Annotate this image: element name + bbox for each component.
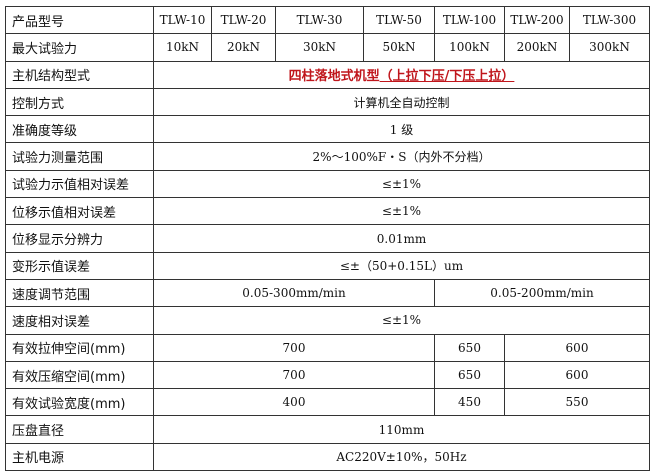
row-value: 700 (153, 360, 435, 390)
spec-table: 产品型号 TLW-10 TLW-20 TLW-30 TLW-50 TLW-100 TLW-2… (5, 5, 650, 472)
table-row: 准确度等级 1 级 (5, 115, 650, 144)
row-value: 600 (504, 333, 650, 362)
table-row-structure: 主机结构型式 四柱落地式机型（上拉下压/下压上拉） (5, 60, 650, 89)
row-value: 650 (434, 333, 505, 362)
row-label: 准确度等级 (5, 115, 154, 144)
table-row-max-force: 最大试验力 10kN 20kN 30kN 50kN 100kN 200kN 300kN (5, 33, 650, 62)
row-label: 压盘直径 (5, 415, 154, 444)
max-force-value: 10kN (153, 33, 212, 62)
speed-range-value: 0.05-200mm/min (434, 278, 650, 308)
row-value: 110mm (153, 415, 650, 444)
model-name: TLW-200 (504, 5, 570, 35)
row-label: 速度调节范围 (5, 278, 154, 308)
table-row-speed-range: 速度调节范围 0.05-300mm/min 0.05-200mm/min (5, 278, 650, 308)
table-row: 有效拉伸空间(mm) 700 650 600 (5, 333, 650, 362)
row-label: 主机结构型式 (5, 60, 154, 89)
row-label: 位移显示分辨力 (5, 224, 154, 253)
row-value: 650 (434, 360, 505, 390)
row-value: ≤±（50+0.15L）um (153, 251, 650, 280)
row-value: 450 (434, 388, 505, 417)
speed-range-value: 0.05-300mm/min (153, 278, 435, 308)
row-value: 700 (153, 333, 435, 362)
row-value: ≤±1% (153, 306, 650, 335)
max-force-value: 100kN (434, 33, 505, 62)
row-label: 主机电源 (5, 442, 154, 472)
row-label: 控制方式 (5, 87, 154, 117)
structure-value: 四柱落地式机型（上拉下压/下压上拉） (153, 60, 650, 89)
model-name: TLW-100 (434, 5, 505, 35)
table-row: 位移显示分辨力 0.01mm (5, 224, 650, 253)
table-row: 变形示值误差 ≤±（50+0.15L）um (5, 251, 650, 280)
row-value: 计算机全自动控制 (153, 87, 650, 117)
model-name: TLW-50 (363, 5, 435, 35)
row-label: 最大试验力 (5, 33, 154, 62)
max-force-value: 50kN (363, 33, 435, 62)
table-row: 控制方式 计算机全自动控制 (5, 87, 650, 117)
row-value: 600 (504, 360, 650, 390)
row-value: 550 (504, 388, 650, 417)
max-force-value: 300kN (569, 33, 650, 62)
row-value: 1 级 (153, 115, 650, 144)
model-name: TLW-10 (153, 5, 212, 35)
table-row-speed-error: 速度相对误差 ≤±1% (5, 306, 650, 335)
row-label: 试验力示值相对误差 (5, 169, 154, 199)
table-row: 有效试验宽度(mm) 400 450 550 (5, 388, 650, 417)
max-force-value: 200kN (504, 33, 570, 62)
row-value: AC220V±10%，50Hz (153, 442, 650, 472)
row-label: 速度相对误差 (5, 306, 154, 335)
model-name: TLW-300 (569, 5, 650, 35)
table-row: 压盘直径 110mm (5, 415, 650, 444)
table-row: 主机电源 AC220V±10%，50Hz (5, 442, 650, 472)
row-value: 2%～100%F・S（内外不分档） (153, 142, 650, 171)
row-value: ≤±1% (153, 197, 650, 226)
structure-main: 四柱落地式机型 (288, 69, 380, 85)
table-row: 试验力示值相对误差 ≤±1% (5, 169, 650, 199)
row-value: ≤±1% (153, 169, 650, 199)
table-row: 有效压缩空间(mm) 700 650 600 (5, 360, 650, 390)
row-label: 有效拉伸空间(mm) (5, 333, 154, 362)
row-label: 位移示值相对误差 (5, 197, 154, 226)
structure-variant: （上拉下压/下压上拉） (379, 69, 515, 85)
max-force-value: 30kN (275, 33, 364, 62)
row-label: 变形示值误差 (5, 251, 154, 280)
row-label: 有效压缩空间(mm) (5, 360, 154, 390)
table-header-row: 产品型号 TLW-10 TLW-20 TLW-30 TLW-50 TLW-100 TLW-2… (5, 5, 650, 35)
row-label: 有效试验宽度(mm) (5, 388, 154, 417)
table-row: 试验力测量范围 2%～100%F・S（内外不分档） (5, 142, 650, 171)
max-force-value: 20kN (211, 33, 276, 62)
row-label: 试验力测量范围 (5, 142, 154, 171)
row-value: 400 (153, 388, 435, 417)
model-name: TLW-20 (211, 5, 276, 35)
table-row: 位移示值相对误差 ≤±1% (5, 197, 650, 226)
row-value: 0.01mm (153, 224, 650, 253)
row-label: 产品型号 (5, 5, 154, 35)
model-name: TLW-30 (275, 5, 364, 35)
